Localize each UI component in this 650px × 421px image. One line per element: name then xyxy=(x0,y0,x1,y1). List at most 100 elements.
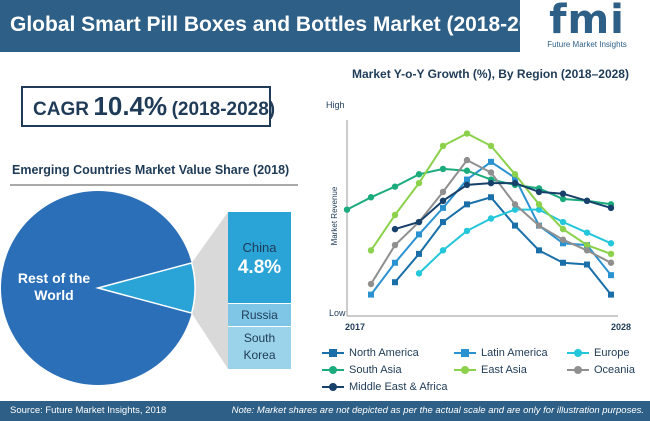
data-point-3-9 xyxy=(559,195,567,203)
data-point-3-3 xyxy=(415,171,423,178)
header-bar: Global Smart Pill Boxes and Bottles Mark… xyxy=(0,0,561,52)
legend-label: South Asia xyxy=(349,364,402,376)
data-point-0-7 xyxy=(560,259,566,266)
data-point-4-8 xyxy=(559,225,567,233)
data-point-5-6 xyxy=(511,201,519,208)
data-point-4-5 xyxy=(487,142,495,150)
data-point-4-10 xyxy=(607,250,615,258)
y-high-label: High xyxy=(326,100,345,110)
data-point-2-2 xyxy=(463,227,471,235)
data-point-2-0 xyxy=(415,270,423,277)
data-point-0-6 xyxy=(536,247,542,254)
data-point-5-10 xyxy=(607,259,615,266)
legend-swatch xyxy=(454,366,476,374)
data-point-2-7 xyxy=(583,229,591,236)
data-point-0-5 xyxy=(512,222,518,229)
data-point-1-6 xyxy=(512,174,518,181)
data-point-2-6 xyxy=(559,218,567,226)
data-point-3-4 xyxy=(439,165,447,173)
page-title: Global Smart Pill Boxes and Bottles Mark… xyxy=(10,13,561,36)
line-chart: High Low 2017 2028 Market Revenue xyxy=(326,100,631,332)
data-point-0-0 xyxy=(392,279,398,286)
data-point-6-7 xyxy=(559,190,567,197)
series-line-3 xyxy=(346,167,612,211)
footer-bar: Source: Future Market Insights, 2018 Not… xyxy=(0,401,650,421)
data-point-4-9 xyxy=(583,241,591,249)
russia-label: Russia xyxy=(241,308,278,322)
series-line-4 xyxy=(370,132,612,255)
x-start-label: 2017 xyxy=(345,322,365,332)
legend-swatch xyxy=(567,349,589,357)
data-point-1-1 xyxy=(392,259,398,266)
data-point-1-3 xyxy=(440,204,446,211)
logo-mark: fmi xyxy=(549,0,625,43)
legend-swatch xyxy=(322,383,344,391)
data-point-5-9 xyxy=(583,247,591,254)
data-point-6-2 xyxy=(439,197,447,204)
cagr-period: (2018-2028) xyxy=(171,99,276,120)
data-point-2-5 xyxy=(535,206,543,213)
data-point-6-4 xyxy=(487,179,495,187)
pie-connector xyxy=(191,212,228,369)
data-point-5-8 xyxy=(559,236,567,243)
data-point-6-9 xyxy=(607,204,615,212)
china-value: 4.8% xyxy=(237,257,282,278)
legend-swatch xyxy=(567,366,589,374)
emerging-title: Emerging Countries Market Value Share (2… xyxy=(12,163,290,177)
cagr-value: 10.4% xyxy=(93,91,168,121)
source-text: Source: Future Market Insights, 2018 xyxy=(10,405,167,416)
chart-title: Market Y-o-Y Growth (%), By Region (2018… xyxy=(352,67,629,81)
data-point-1-8 xyxy=(560,240,566,247)
data-point-6-1 xyxy=(415,218,423,226)
data-point-2-1 xyxy=(439,247,447,254)
data-point-1-5 xyxy=(488,158,494,165)
data-point-6-0 xyxy=(391,225,399,233)
legend-label: North America xyxy=(349,347,419,359)
legend-label: Middle East & Africa xyxy=(349,381,448,393)
legend-label: Latin America xyxy=(481,347,548,359)
south-korea-share-box: South Korea xyxy=(228,326,291,369)
series-line-0 xyxy=(394,196,612,296)
data-point-0-4 xyxy=(488,194,494,201)
data-point-5-7 xyxy=(535,222,543,229)
russia-share-box: Russia xyxy=(228,303,291,326)
legend-swatch xyxy=(322,349,344,357)
china-label: China xyxy=(242,240,277,255)
data-point-5-0 xyxy=(367,280,375,288)
rest-of-world-label: Rest of the World xyxy=(17,270,91,303)
data-point-4-2 xyxy=(415,179,423,187)
chart-legend: North America Latin America Europe South… xyxy=(322,347,647,401)
data-point-1-4 xyxy=(464,176,470,183)
series-line-6 xyxy=(394,182,612,231)
emerging-divider xyxy=(10,184,298,186)
data-point-5-4 xyxy=(463,156,471,164)
data-point-3-1 xyxy=(367,194,375,201)
data-point-3-2 xyxy=(391,183,399,190)
legend-label: Oceania xyxy=(594,364,635,376)
legend-label: East Asia xyxy=(481,364,527,376)
fmi-logo: fmi Future Market Insights xyxy=(528,0,646,52)
disclaimer-note: Note: Market shares are not depicted as … xyxy=(231,405,644,416)
cagr-label: CAGR xyxy=(33,99,89,120)
data-point-1-2 xyxy=(416,231,422,238)
data-point-5-1 xyxy=(391,241,399,249)
data-point-4-3 xyxy=(439,142,447,150)
south-korea-label: South Korea xyxy=(243,331,276,362)
data-point-6-6 xyxy=(535,188,543,196)
data-point-0-3 xyxy=(464,201,470,208)
y-axis-label: Market Revenue xyxy=(330,186,339,245)
data-point-4-7 xyxy=(535,201,543,208)
legend-swatch xyxy=(454,349,476,357)
data-point-5-3 xyxy=(439,188,447,196)
data-point-4-1 xyxy=(391,211,399,219)
data-point-0-9 xyxy=(608,291,614,298)
data-point-4-0 xyxy=(367,247,375,254)
cagr-box: CAGR 10.4% (2018-2028) xyxy=(21,86,275,127)
data-point-2-8 xyxy=(607,240,615,247)
data-point-3-0 xyxy=(343,206,351,213)
legend-label: Europe xyxy=(594,347,630,359)
data-point-2-4 xyxy=(511,206,519,213)
logo-subtitle: Future Market Insights xyxy=(547,40,627,49)
data-point-6-5 xyxy=(511,179,519,187)
